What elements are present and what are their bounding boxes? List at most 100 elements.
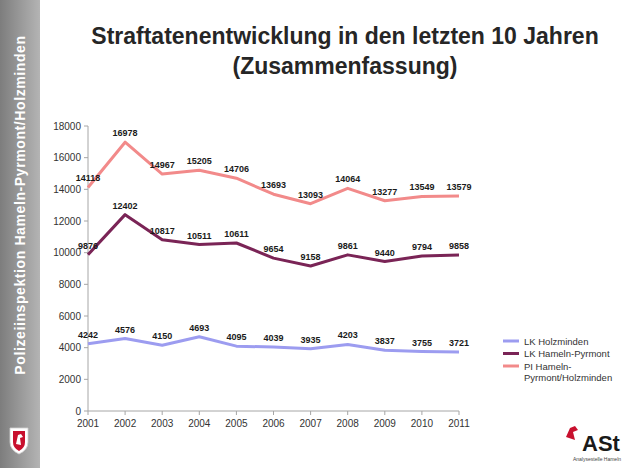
data-label: 15205 — [187, 156, 212, 166]
legend-label-line: LK Hameln-Pyrmont — [524, 348, 610, 359]
sidebar-text: Polizeiinspektion Hameln-Pyrmont/Holzmin… — [12, 35, 28, 374]
x-tick — [273, 411, 274, 415]
data-label: 4693 — [189, 323, 209, 333]
title: Straftatenentwicklung in den letzten 10 … — [91, 23, 598, 49]
y-tick-label: 14000 — [53, 184, 81, 195]
chart-root: Polizeiinspektion Hameln-Pyrmont/Holzmin… — [0, 0, 630, 468]
series-line — [88, 142, 459, 204]
x-tick — [125, 411, 126, 415]
data-label: 14967 — [150, 160, 175, 170]
data-label: 13579 — [446, 182, 471, 192]
emblem-shield — [10, 428, 28, 454]
data-label: 12402 — [113, 201, 138, 211]
data-label: 9794 — [412, 242, 432, 252]
y-tick — [84, 221, 88, 222]
logo: AStAnalysestelle Hameln — [566, 426, 621, 462]
logo-subtext: Analysestelle Hameln — [573, 456, 621, 462]
x-tick-label: 2011 — [448, 418, 470, 429]
y-tick — [84, 189, 88, 190]
legend-label-line: Pyrmont/Holzminden — [524, 372, 612, 383]
x-tick — [236, 411, 237, 415]
data-labels: 4242 4576 4150 4693 4095 4039 3935 4203 3837 3755… — [76, 128, 472, 348]
data-label: 3837 — [375, 336, 395, 346]
legend-label: LK Holzminden — [524, 336, 588, 347]
x-tick-label: 2004 — [188, 418, 211, 429]
legend: LK HolzmindenLK Hameln-Pyrmont PI Hameln-… — [503, 336, 612, 383]
emblem-horse — [16, 434, 23, 445]
y-tick-label: 8000 — [59, 279, 82, 290]
x-tick — [421, 411, 422, 415]
data-label: 9158 — [301, 252, 321, 262]
y-tick-label: 18000 — [53, 121, 81, 132]
data-label: 16978 — [113, 128, 138, 138]
y-tick-label: 0 — [75, 406, 81, 417]
x-tick-label: 2005 — [225, 418, 248, 429]
legend-label: PI Hameln-Pyrmont/Holzminden — [524, 361, 612, 383]
y-tick-label: 4000 — [59, 342, 82, 353]
data-label: 4150 — [152, 331, 172, 341]
x-tick — [384, 411, 385, 415]
y-tick-label: 6000 — [59, 311, 82, 322]
data-label: 13277 — [372, 187, 397, 197]
y-axis-line — [88, 126, 89, 411]
data-label: 4095 — [226, 332, 246, 342]
y-tick — [84, 252, 88, 253]
legend-swatch — [503, 365, 519, 368]
x-tick — [88, 411, 89, 415]
y-tick — [84, 379, 88, 380]
legend-swatch — [503, 352, 519, 355]
x-tick-label: 2003 — [151, 418, 174, 429]
y-tick — [84, 411, 88, 412]
y-tick-label: 16000 — [53, 152, 81, 163]
x-tick-label: 2001 — [77, 418, 100, 429]
y-tick-label: 12000 — [53, 216, 81, 227]
legend-label-line: LK Holzminden — [524, 336, 588, 347]
y-tick-label: 2000 — [59, 374, 82, 385]
data-label: 3755 — [412, 338, 432, 348]
legend-label-line: PI Hameln- — [524, 361, 572, 372]
series-line — [88, 215, 459, 266]
data-label: 14118 — [76, 173, 101, 183]
data-label: 9861 — [338, 241, 358, 251]
data-label: 3935 — [301, 335, 321, 345]
data-label: 4242 — [78, 330, 98, 340]
x-tick — [347, 411, 348, 415]
emblem-inner — [13, 431, 25, 451]
y-tick — [84, 284, 88, 285]
x-tick-label: 2008 — [337, 418, 360, 429]
data-label: 9858 — [449, 241, 469, 251]
data-label: 9876 — [78, 241, 98, 251]
x-tick-label: 2006 — [262, 418, 285, 429]
data-label: 9440 — [375, 248, 395, 258]
legend-label: LK Hameln-Pyrmont — [524, 348, 610, 359]
data-label: 13693 — [261, 180, 286, 190]
x-tick — [199, 411, 200, 415]
x-tick — [162, 411, 163, 415]
logo-horse — [566, 426, 578, 440]
data-label: 10511 — [187, 231, 212, 241]
y-tick — [84, 347, 88, 348]
data-label: 4203 — [338, 330, 358, 340]
data-label: 13549 — [409, 182, 434, 192]
x-tick-label: 2009 — [374, 418, 397, 429]
legend-swatch — [503, 340, 519, 343]
x-tick-label: 2010 — [411, 418, 434, 429]
data-label: 4576 — [115, 325, 135, 335]
data-label: 3721 — [449, 338, 469, 348]
data-label: 9654 — [263, 244, 283, 254]
sidebar — [0, 0, 40, 468]
series-lines — [88, 142, 459, 352]
data-label: 13093 — [298, 190, 323, 200]
data-label: 14064 — [335, 174, 360, 184]
y-tick — [84, 316, 88, 317]
x-tick — [459, 411, 460, 415]
subtitle: (Zusammenfassung) — [233, 53, 458, 79]
logo-text: ASt — [582, 431, 621, 456]
data-label: 4039 — [263, 333, 283, 343]
y-tick — [84, 157, 88, 158]
x-tick-label: 2002 — [114, 418, 137, 429]
x-tick-label: 2007 — [299, 418, 322, 429]
data-label: 14706 — [224, 164, 249, 174]
data-label: 10817 — [150, 226, 175, 236]
y-tick — [84, 126, 88, 127]
